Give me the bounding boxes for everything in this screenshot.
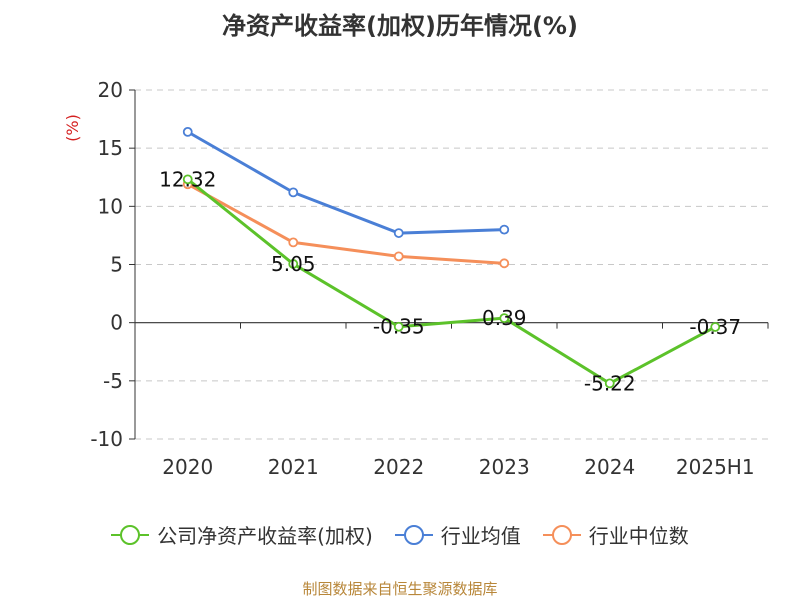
data-point — [499, 258, 510, 269]
data-label: 12.32 — [159, 167, 216, 191]
data-label: -5.22 — [584, 371, 636, 395]
data-point — [604, 378, 615, 389]
data-label: 0.39 — [482, 306, 527, 330]
data-point — [393, 321, 404, 332]
x-tick-label: 2024 — [584, 455, 635, 479]
y-tick-label: 10 — [98, 194, 123, 218]
data-label: -0.37 — [689, 315, 741, 339]
data-labels: 12.32 5.05 -0.35 0.39 -5.22 -0.37 — [159, 167, 741, 395]
legend-label: 公司净资产收益率(加权) — [157, 524, 373, 548]
series-line — [186, 178, 716, 385]
data-point — [288, 259, 299, 269]
data-point — [393, 228, 404, 238]
y-tick-label: -5 — [103, 369, 123, 393]
legend-swatch — [394, 524, 433, 545]
series-line — [187, 182, 505, 265]
legend-swatch — [542, 524, 581, 545]
legend-item: 行业中位数 — [542, 520, 689, 549]
data-point — [393, 251, 404, 262]
data-label: -0.35 — [373, 315, 425, 339]
legend-marker — [403, 524, 424, 545]
data-point — [710, 322, 721, 332]
data-point — [288, 237, 299, 248]
x-tick-label: 2022 — [373, 455, 424, 479]
grid-lines — [135, 89, 768, 440]
series-line — [187, 130, 505, 235]
y-tick-label: 20 — [98, 78, 123, 102]
legend-item: 行业均值 — [394, 520, 521, 549]
y-tick-label: -10 — [90, 427, 123, 451]
data-point — [499, 224, 510, 235]
legend-item: 公司净资产收益率(加权) — [111, 520, 373, 549]
x-tick-label: 2023 — [479, 455, 530, 479]
y-tick-label: 15 — [98, 136, 123, 160]
axes: 20 15 10 5 0 -5 -10 2020 2021 2022 2023 2024 2025H1 — [90, 78, 769, 479]
data-point — [182, 126, 193, 137]
y-tick-label: 0 — [110, 311, 123, 335]
legend-label: 行业中位数 — [588, 524, 689, 548]
x-tick-label: 2020 — [162, 455, 213, 479]
chart-title: 净资产收益率(加权)历年情况(%) — [222, 12, 578, 40]
data-label: 5.05 — [271, 252, 316, 276]
data-point — [288, 187, 299, 198]
source-note: 制图数据来自恒生聚源数据库 — [302, 580, 498, 598]
x-tick-label: 2025H1 — [676, 455, 755, 479]
y-axis-label: (%) — [63, 114, 82, 142]
legend-label: 行业均值 — [440, 524, 521, 548]
legend-marker — [551, 524, 572, 545]
legend-marker — [120, 524, 141, 545]
legend-swatch — [111, 524, 150, 545]
series-lines — [182, 126, 721, 389]
data-point — [182, 174, 193, 185]
legend: 公司净资产收益率(加权) 行业均值 行业中位数 — [0, 520, 800, 549]
x-tick-label: 2021 — [268, 455, 319, 479]
data-point — [499, 313, 510, 324]
y-tick-label: 5 — [110, 253, 123, 277]
